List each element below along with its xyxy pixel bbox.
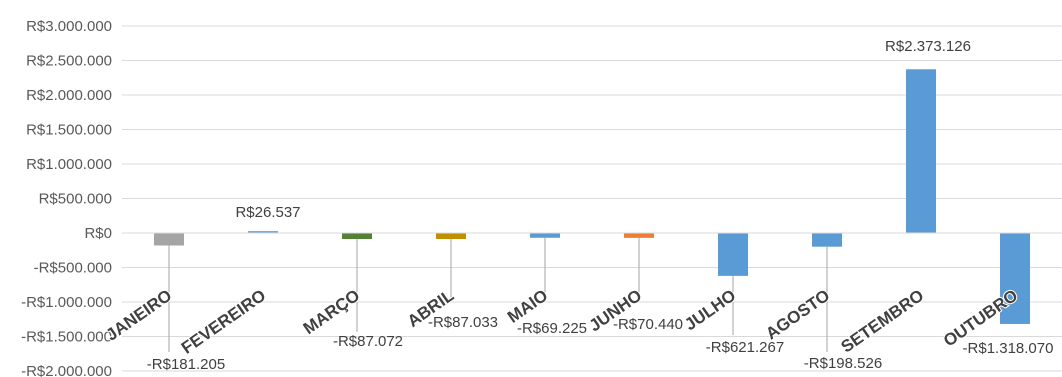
category-label: JULHO	[681, 286, 739, 335]
data-label: -R$70.440	[613, 316, 683, 333]
y-tick-label: R$3.000.000	[26, 18, 112, 35]
y-tick-label: -R$500.000	[34, 260, 112, 277]
y-tick-label: R$2.000.000	[26, 87, 112, 104]
label-leader-lines	[168, 237, 828, 352]
category-label: JANEIRO	[102, 286, 175, 345]
bars	[154, 69, 1030, 324]
y-tick-label: R$0	[84, 225, 112, 242]
y-tick-label: -R$2.000.000	[21, 363, 112, 377]
data-label: R$26.537	[235, 204, 300, 221]
bar	[624, 233, 654, 238]
category-label: FEVEREIRO	[178, 286, 269, 358]
y-tick-label: -R$1.500.000	[21, 329, 112, 346]
y-tick-label: R$2.500.000	[26, 53, 112, 70]
bar	[530, 233, 560, 238]
data-label: -R$621.267	[706, 339, 784, 356]
data-label: R$2.373.126	[885, 38, 971, 55]
category-label: AGOSTO	[762, 286, 833, 344]
bar	[718, 233, 748, 276]
bar	[1000, 233, 1030, 324]
y-tick-label: -R$1.000.000	[21, 294, 112, 311]
data-label: -R$198.526	[804, 355, 882, 372]
y-tick-label: R$1.000.000	[26, 156, 112, 173]
category-label: MARÇO	[300, 286, 364, 338]
data-label: -R$181.205	[147, 356, 225, 373]
data-label: -R$87.033	[428, 314, 498, 331]
data-label: -R$69.225	[517, 320, 587, 337]
y-tick-label: R$1.500.000	[26, 122, 112, 139]
bar	[342, 233, 372, 240]
data-labels: -R$181.205 R$26.537 -R$87.072 -R$87.033 -R$6…	[147, 38, 1054, 373]
data-label: -R$87.072	[333, 333, 403, 350]
y-axis-tick-labels: R$3.000.000 R$2.500.000 R$2.000.000 R$1.500…	[21, 18, 112, 377]
bar	[248, 231, 278, 233]
data-label: -R$1.318.070	[963, 340, 1054, 357]
bar	[812, 233, 842, 247]
y-tick-label: R$500.000	[39, 191, 112, 208]
bar	[154, 233, 184, 246]
bar	[906, 69, 936, 233]
category-label: SETEMBRO	[837, 286, 927, 357]
bar	[436, 233, 466, 240]
grid-lines	[122, 25, 1062, 372]
